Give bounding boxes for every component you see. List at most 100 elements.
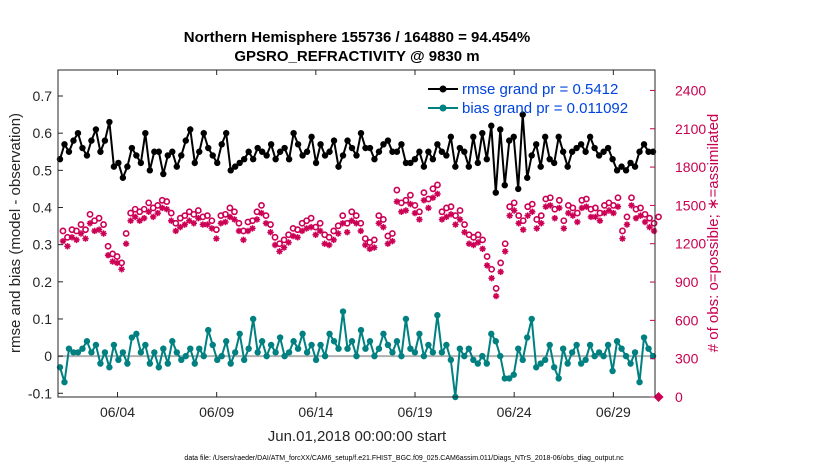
obs-possible-point [501, 240, 509, 248]
obs-assimilated-point [59, 237, 67, 245]
rmse-point [568, 148, 576, 155]
obs-assimilated-point [262, 220, 270, 227]
obs-assimilated-point [127, 217, 134, 224]
rmse-point [627, 159, 634, 167]
obs-assimilated-point [267, 229, 274, 236]
bias-point [276, 334, 284, 341]
rmse-point [308, 133, 315, 141]
bias-point [173, 349, 180, 356]
legend-bias-label: bias grand pr = 0.011092 [462, 100, 628, 117]
obs-assimilated-point [100, 230, 107, 237]
obs-possible-point [231, 208, 238, 216]
rmse-point [97, 148, 104, 155]
obs-possible-point [619, 227, 626, 235]
rmse-point [182, 137, 189, 144]
rmse-point [357, 129, 365, 137]
bias-point [631, 349, 639, 356]
rmse-point [645, 148, 652, 155]
obs-assimilated-point [407, 200, 414, 208]
obs-possible-point [145, 199, 153, 207]
rmse-point [124, 163, 131, 170]
obs-assimilated-point [556, 204, 563, 212]
obs-possible-point [348, 208, 356, 216]
obs-assimilated-point [298, 227, 306, 235]
obs-possible-point [77, 221, 85, 228]
bias-point [209, 341, 216, 349]
y-tick-label: 0 [44, 348, 52, 364]
y-right-tick-label: 900 [675, 274, 699, 290]
bias-point [591, 352, 598, 360]
bias-point [497, 352, 504, 360]
obs-assimilated-point [235, 227, 243, 235]
rmse-point [595, 152, 603, 159]
obs-assimilated-point [398, 208, 405, 215]
bias-point [555, 375, 562, 382]
rmse-point [555, 133, 562, 141]
y-right-tick-label: 1200 [675, 236, 706, 252]
obs-possible-point [194, 207, 202, 214]
obs-possible-point [528, 200, 536, 208]
x-tick-label: 06/24 [497, 404, 532, 420]
rmse-point [227, 167, 234, 174]
rmse-point [577, 141, 585, 148]
rmse-point [245, 148, 252, 155]
bias-point [380, 330, 387, 338]
x-tick-label: 06/14 [298, 404, 333, 420]
obs-possible-point [646, 214, 653, 222]
y-tick-label: 0.6 [33, 125, 53, 141]
rmse-point [218, 141, 225, 148]
bias-point [515, 345, 522, 352]
obs-assimilated-point [375, 220, 383, 227]
bias-point [205, 326, 212, 334]
rmse-point [88, 137, 95, 144]
obs-assimilated-point [109, 258, 116, 265]
obs-assimilated-point [653, 392, 664, 402]
rmse-point [254, 144, 261, 152]
obs-assimilated-point [438, 216, 446, 223]
obs-assimilated-point [483, 262, 491, 269]
obs-assimilated-point [461, 229, 468, 236]
rmse-point [609, 155, 616, 163]
bias-point [97, 360, 104, 367]
obs-assimilated-point [190, 220, 198, 227]
obs-assimilated-point [551, 214, 558, 222]
legend-bias-marker [439, 104, 447, 112]
bias-point [61, 378, 68, 386]
obs-possible-point [506, 203, 514, 211]
rmse-point [164, 152, 172, 159]
bias-point [456, 345, 464, 352]
obs-assimilated-point [587, 213, 595, 221]
rmse-point [137, 159, 145, 167]
rmse-point [564, 163, 571, 170]
obs-assimilated-point [456, 216, 464, 223]
rmse-point [321, 152, 329, 159]
bias-point [519, 356, 526, 364]
rmse-point [501, 181, 508, 189]
obs-possible-point [86, 210, 94, 218]
rmse-point [353, 152, 360, 159]
obs-assimilated-point [560, 225, 568, 232]
rmse-point [312, 159, 320, 167]
rmse-point [456, 144, 464, 152]
rmse-point [223, 129, 230, 137]
bias-point [627, 360, 634, 367]
bias-point [335, 345, 342, 352]
rmse-point [294, 141, 302, 148]
y-axis-label: rmse and bias (model - observation) [7, 113, 24, 353]
obs-assimilated-point [289, 232, 297, 240]
obs-assimilated-point [82, 235, 89, 242]
y-tick-label: 0.1 [33, 311, 53, 327]
rmse-point [83, 152, 91, 159]
rmse-point [537, 163, 544, 170]
obs-assimilated-point [425, 204, 432, 212]
obs-assimilated-point [208, 225, 216, 232]
obs-assimilated-point [325, 241, 333, 249]
bias-point [227, 360, 234, 367]
obs-assimilated-point [583, 203, 590, 210]
rmse-point [559, 148, 567, 155]
bias-point [573, 341, 580, 349]
plot-frame [57, 69, 656, 398]
bias-point [402, 315, 410, 323]
obs-assimilated-point [515, 220, 522, 227]
bias-point [371, 352, 378, 360]
